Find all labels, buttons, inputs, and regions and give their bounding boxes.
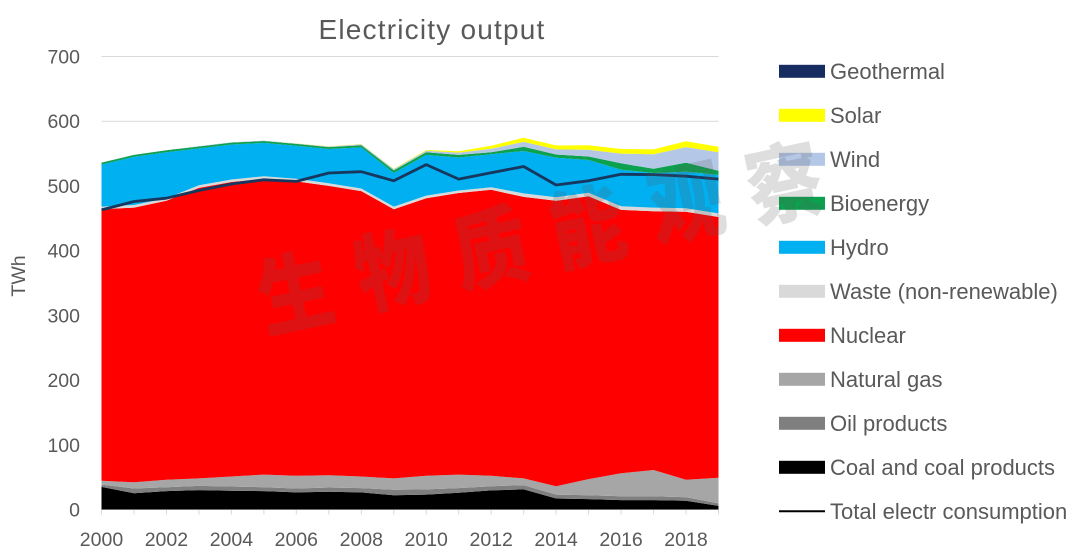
svg-text:400: 400 bbox=[47, 241, 80, 263]
svg-text:Waste (non-renewable): Waste (non-renewable) bbox=[830, 279, 1058, 304]
svg-text:2008: 2008 bbox=[340, 529, 383, 551]
svg-text:2002: 2002 bbox=[145, 529, 188, 551]
svg-text:Coal and coal products: Coal and coal products bbox=[830, 455, 1055, 480]
svg-text:0: 0 bbox=[69, 500, 80, 522]
svg-text:200: 200 bbox=[47, 370, 80, 392]
svg-text:2000: 2000 bbox=[80, 529, 124, 551]
svg-text:TWh: TWh bbox=[8, 255, 30, 296]
svg-text:2006: 2006 bbox=[275, 529, 318, 551]
svg-text:Hydro: Hydro bbox=[830, 235, 889, 260]
svg-text:Solar: Solar bbox=[830, 103, 881, 128]
svg-text:600: 600 bbox=[47, 111, 80, 133]
svg-text:Natural gas: Natural gas bbox=[830, 367, 943, 392]
svg-text:Nuclear: Nuclear bbox=[830, 323, 906, 348]
svg-text:300: 300 bbox=[47, 305, 80, 327]
svg-text:Bioenergy: Bioenergy bbox=[830, 191, 929, 216]
svg-text:Electricity output: Electricity output bbox=[318, 14, 545, 45]
svg-text:Oil products: Oil products bbox=[830, 411, 947, 436]
svg-text:500: 500 bbox=[47, 176, 80, 198]
svg-text:Total electr consumption: Total electr consumption bbox=[830, 499, 1067, 524]
svg-text:2014: 2014 bbox=[534, 529, 578, 551]
svg-text:2012: 2012 bbox=[470, 529, 513, 551]
svg-text:700: 700 bbox=[47, 47, 80, 69]
svg-text:2010: 2010 bbox=[405, 529, 449, 551]
svg-text:Wind: Wind bbox=[830, 147, 880, 172]
svg-text:2016: 2016 bbox=[599, 529, 642, 551]
svg-text:Geothermal: Geothermal bbox=[830, 59, 945, 84]
svg-text:2004: 2004 bbox=[210, 529, 254, 551]
svg-text:100: 100 bbox=[47, 435, 80, 457]
svg-text:2018: 2018 bbox=[664, 529, 707, 551]
